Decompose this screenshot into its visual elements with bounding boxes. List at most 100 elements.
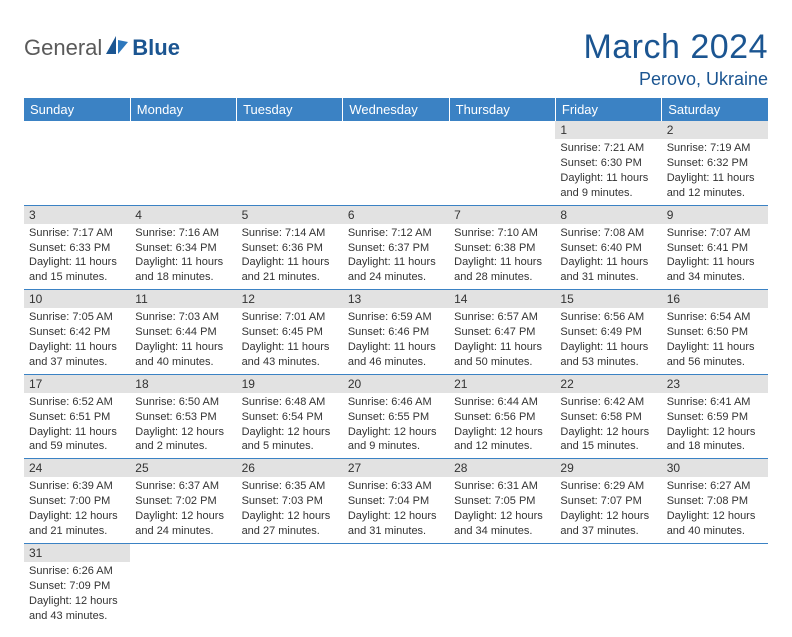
calendar-cell [555, 543, 661, 627]
day-number: 3 [24, 206, 130, 224]
day-number: 12 [237, 290, 343, 308]
day-number: 22 [555, 375, 661, 393]
sunset-line: Sunset: 6:30 PM [560, 156, 656, 171]
calendar-cell: 2Sunrise: 7:19 AMSunset: 6:32 PMDaylight… [662, 121, 768, 205]
sunrise-line: Sunrise: 6:56 AM [560, 310, 656, 325]
calendar-row: 24Sunrise: 6:39 AMSunset: 7:00 PMDayligh… [24, 459, 768, 544]
sunrise-line: Sunrise: 7:14 AM [242, 226, 338, 241]
sunrise-line: Sunrise: 6:29 AM [560, 479, 656, 494]
daylight-line: and 34 minutes. [454, 524, 550, 539]
daylight-line: Daylight: 12 hours [454, 425, 550, 440]
daylight-line: Daylight: 12 hours [242, 425, 338, 440]
day-number: 23 [662, 375, 768, 393]
calendar-cell: 1 Sunrise: 7:21 AMSunset: 6:30 PMDaylight… [555, 121, 661, 205]
calendar-cell: 13Sunrise: 6:59 AMSunset: 6:46 PMDayligh… [343, 290, 449, 375]
day-number: 18 [130, 375, 236, 393]
daylight-line: Daylight: 11 hours [454, 255, 550, 270]
sunrise-line: Sunrise: 7:08 AM [560, 226, 656, 241]
daylight-line: Daylight: 12 hours [135, 509, 231, 524]
sunrise-line: Sunrise: 6:59 AM [348, 310, 444, 325]
header: General Blue March 2024 Perovo, Ukraine [24, 28, 768, 90]
month-title: March 2024 [583, 28, 768, 67]
daylight-line: Daylight: 11 hours [348, 255, 444, 270]
day-number: 7 [449, 206, 555, 224]
sunrise-line: Sunrise: 6:27 AM [667, 479, 763, 494]
sunset-line: Sunset: 6:36 PM [242, 241, 338, 256]
sunrise-line: Sunrise: 6:26 AM [29, 564, 125, 579]
sunset-line: Sunset: 6:56 PM [454, 410, 550, 425]
calendar-cell: 20Sunrise: 6:46 AMSunset: 6:55 PMDayligh… [343, 374, 449, 459]
daylight-line: and 34 minutes. [667, 270, 763, 285]
sunset-line: Sunset: 7:07 PM [560, 494, 656, 509]
daylight-line: Daylight: 11 hours [348, 340, 444, 355]
daylight-line: Daylight: 11 hours [454, 340, 550, 355]
sunset-line: Sunset: 7:09 PM [29, 579, 125, 594]
day-number: 11 [130, 290, 236, 308]
sunset-line: Sunset: 6:34 PM [135, 241, 231, 256]
day-number: 30 [662, 459, 768, 477]
sunrise-line: Sunrise: 7:17 AM [29, 226, 125, 241]
day-number: 9 [662, 206, 768, 224]
day-number: 25 [130, 459, 236, 477]
sunrise-line: Sunrise: 7:05 AM [29, 310, 125, 325]
calendar-cell: 3Sunrise: 7:17 AMSunset: 6:33 PMDaylight… [24, 205, 130, 290]
daylight-line: Daylight: 12 hours [29, 509, 125, 524]
sunset-line: Sunset: 6:44 PM [135, 325, 231, 340]
daylight-line: Daylight: 11 hours [29, 255, 125, 270]
daylight-line: and 46 minutes. [348, 355, 444, 370]
logo-text-general: General [24, 35, 102, 61]
calendar-cell [343, 121, 449, 205]
sunrise-line: Sunrise: 6:52 AM [29, 395, 125, 410]
daylight-line: and 15 minutes. [560, 439, 656, 454]
daylight-line: and 21 minutes. [29, 524, 125, 539]
daylight-line: Daylight: 12 hours [454, 509, 550, 524]
weekday-header: Friday [555, 98, 661, 121]
calendar-cell [237, 121, 343, 205]
calendar-cell: 30Sunrise: 6:27 AMSunset: 7:08 PMDayligh… [662, 459, 768, 544]
daylight-line: Daylight: 12 hours [135, 425, 231, 440]
daylight-line: and 37 minutes. [29, 355, 125, 370]
calendar-row: 31Sunrise: 6:26 AMSunset: 7:09 PMDayligh… [24, 543, 768, 627]
daylight-line: Daylight: 11 hours [667, 171, 763, 186]
calendar-cell: 18Sunrise: 6:50 AMSunset: 6:53 PMDayligh… [130, 374, 236, 459]
daylight-line: and 40 minutes. [135, 355, 231, 370]
sunrise-line: Sunrise: 6:35 AM [242, 479, 338, 494]
calendar-cell: 28Sunrise: 6:31 AMSunset: 7:05 PMDayligh… [449, 459, 555, 544]
daylight-line: and 2 minutes. [135, 439, 231, 454]
sunset-line: Sunset: 6:38 PM [454, 241, 550, 256]
day-number: 5 [237, 206, 343, 224]
day-number: 21 [449, 375, 555, 393]
sunrise-line: Sunrise: 6:31 AM [454, 479, 550, 494]
calendar-cell: 27Sunrise: 6:33 AMSunset: 7:04 PMDayligh… [343, 459, 449, 544]
calendar-cell [662, 543, 768, 627]
day-number: 1 [555, 121, 661, 139]
calendar-cell: 31Sunrise: 6:26 AMSunset: 7:09 PMDayligh… [24, 543, 130, 627]
sunset-line: Sunset: 7:05 PM [454, 494, 550, 509]
sunrise-line: Sunrise: 6:39 AM [29, 479, 125, 494]
sunrise-line: Sunrise: 6:41 AM [667, 395, 763, 410]
day-number: 15 [555, 290, 661, 308]
daylight-line: Daylight: 11 hours [560, 171, 656, 186]
calendar-cell [237, 543, 343, 627]
calendar-row: 10Sunrise: 7:05 AMSunset: 6:42 PMDayligh… [24, 290, 768, 375]
daylight-line: and 27 minutes. [242, 524, 338, 539]
sunrise-line: Sunrise: 6:54 AM [667, 310, 763, 325]
day-number: 26 [237, 459, 343, 477]
day-number: 10 [24, 290, 130, 308]
daylight-line: Daylight: 11 hours [29, 340, 125, 355]
calendar-cell: 7Sunrise: 7:10 AMSunset: 6:38 PMDaylight… [449, 205, 555, 290]
weekday-header: Thursday [449, 98, 555, 121]
sunrise-line: Sunrise: 6:37 AM [135, 479, 231, 494]
daylight-line: and 18 minutes. [135, 270, 231, 285]
sunset-line: Sunset: 7:02 PM [135, 494, 231, 509]
sail-icon [104, 34, 130, 61]
daylight-line: Daylight: 11 hours [560, 255, 656, 270]
daylight-line: Daylight: 12 hours [560, 509, 656, 524]
sunrise-line: Sunrise: 7:19 AM [667, 141, 763, 156]
calendar-cell: 16Sunrise: 6:54 AMSunset: 6:50 PMDayligh… [662, 290, 768, 375]
sunset-line: Sunset: 7:03 PM [242, 494, 338, 509]
sunset-line: Sunset: 6:46 PM [348, 325, 444, 340]
calendar-cell: 5Sunrise: 7:14 AMSunset: 6:36 PMDaylight… [237, 205, 343, 290]
sunrise-line: Sunrise: 7:21 AM [560, 141, 656, 156]
sunset-line: Sunset: 6:59 PM [667, 410, 763, 425]
